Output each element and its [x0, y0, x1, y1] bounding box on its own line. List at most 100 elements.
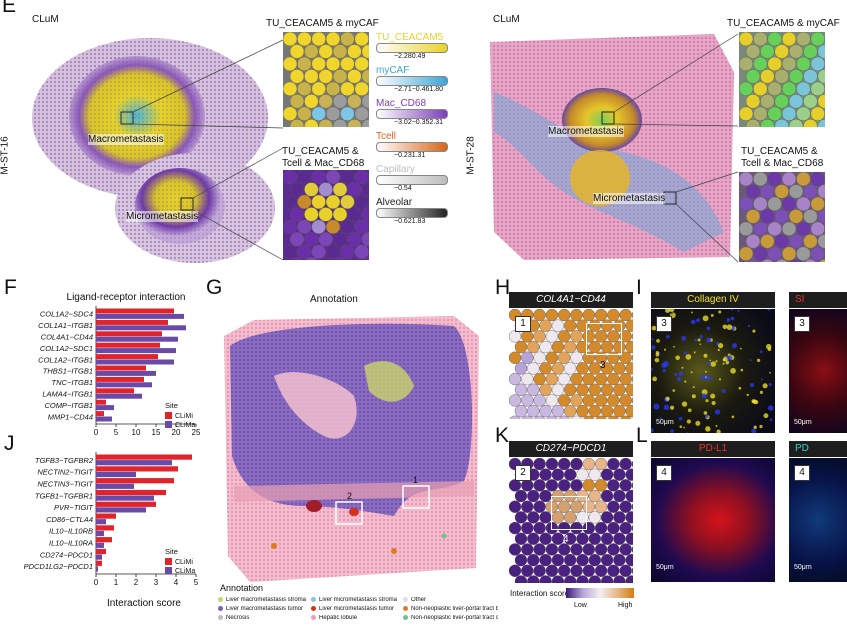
- chart-bar: [96, 370, 156, 376]
- g-legend-item: Other: [403, 597, 498, 603]
- colorbar-label: TU_CEACAM5: [376, 32, 444, 43]
- chart-category-label: TGFB3−TGFBR2: [35, 456, 94, 465]
- chart-bar: [96, 388, 134, 394]
- chart-x-tick-label: 25: [192, 428, 201, 437]
- chart-category-label: COL4A1−CD44: [41, 333, 93, 342]
- chart-category-label: COL1A2−SDC1: [40, 344, 93, 353]
- chart-bar: [96, 537, 112, 543]
- chart-bar: [96, 342, 160, 348]
- panel-letter-j: J: [4, 432, 15, 455]
- k-box-label: 4: [563, 534, 569, 545]
- panel-letter-h: H: [495, 276, 511, 299]
- g-legend-label: Necrosis: [226, 615, 250, 622]
- score-legend-gradient: [566, 588, 634, 598]
- chart-bar: [96, 399, 106, 405]
- chart-bar: [96, 460, 172, 466]
- e-right-macro-label: Macrometastasis: [548, 126, 624, 137]
- chart-category-label: COL1A2−ITGB1: [38, 355, 93, 364]
- g-legend-swatch: [403, 597, 408, 602]
- chart-bar: [96, 513, 116, 519]
- colorbar-gradient: [376, 142, 448, 152]
- e-left-tissue-image: [32, 38, 284, 263]
- k-inset-num: 2: [515, 465, 531, 481]
- g-legend-item: Non-neoplastic liver-portal tract bile d…: [403, 606, 498, 612]
- chart-x-tick-label: 10: [132, 428, 141, 437]
- panel-letter-k: K: [495, 424, 510, 447]
- i-img2-num: 3: [794, 316, 810, 332]
- f-chart-title: Ligand-receptor interaction: [66, 292, 186, 303]
- panel-letter-i: I: [636, 276, 642, 299]
- panel-letter-e: E: [2, 0, 17, 17]
- e-left-inset-bottom-image: [283, 170, 369, 260]
- k-zoom-box: [551, 496, 587, 530]
- g-legend-swatch: [311, 615, 316, 620]
- g-legend-label: Non-neoplastic liver-portal tract stroma: [411, 615, 498, 622]
- g-legend-title: Annotation: [220, 583, 264, 593]
- chart-x-tick-label: 0: [94, 428, 99, 437]
- e-left-micro-label: Micrometastasis: [126, 211, 199, 222]
- g-legend-swatch: [218, 615, 223, 620]
- e-colorbar-legend: TU_CEACAM5 −2.280.49 myCAF −2.71−0.461.80 Ma…: [376, 32, 456, 225]
- h-inset-num: 1: [515, 316, 531, 332]
- chart-bar: [96, 405, 114, 411]
- chart-legend-swatch: [165, 558, 172, 565]
- e-right-inset-bottom-title-1: TU_CEACAM5 &: [741, 146, 818, 157]
- e-left-inset-bottom-title-2: Tcell & Mac_CD68: [282, 158, 365, 169]
- chart-bar: [96, 336, 178, 342]
- colorbar-gradient: [376, 43, 448, 53]
- l-img1-title: PD-L1: [651, 441, 775, 457]
- chart-bar: [96, 376, 144, 382]
- g-legend-item: Liver macrometastasis tumor: [218, 606, 313, 612]
- f-bar-chart: COL1A2−SDC4 COL1A1−ITGB1 COL4A1−CD44 COL1A2…: [38, 306, 201, 437]
- chart-bar: [96, 483, 134, 489]
- chart-bar: [96, 501, 156, 507]
- g-legend-item: Liver micrometastasis tumor: [311, 606, 406, 612]
- chart-category-label: TNC−ITGB1: [52, 378, 93, 387]
- chart-bar: [96, 331, 162, 337]
- e-left-sample-label: M-ST-16: [0, 136, 11, 175]
- g-legend: Liver macrometastasis stroma Liver macrom…: [218, 597, 498, 633]
- e-left-inset-bottom-title-1: TU_CEACAM5 &: [282, 146, 359, 157]
- colorbar-label: myCAF: [376, 65, 410, 76]
- colorbar-label: Tcell: [376, 131, 397, 142]
- chart-legend-title: Site: [165, 401, 178, 410]
- chart-legend-label: CLiMa: [175, 422, 195, 429]
- chart-legend-swatch: [165, 421, 172, 428]
- panel-letter-f: F: [4, 276, 17, 299]
- j-xlabel: Interaction score: [107, 598, 181, 609]
- l-img2-num: 4: [794, 465, 810, 481]
- e-left-macro-label: Macrometastasis: [88, 134, 164, 145]
- chart-bar: [96, 454, 192, 460]
- l-img2-scale: 50μm: [794, 564, 812, 571]
- score-legend-high: High: [618, 602, 633, 609]
- g-legend-item: Liver micrometastasis stroma: [311, 597, 406, 603]
- chart-bar: [96, 478, 174, 484]
- g-legend-label: Liver micrometastasis stroma: [319, 597, 398, 604]
- chart-bar: [96, 566, 98, 572]
- e-left-inset-top-image: [283, 32, 369, 127]
- e-right-micro-label: Micrometastasis: [593, 193, 666, 204]
- g-legend-swatch: [311, 606, 316, 611]
- chart-bar: [96, 416, 112, 422]
- chart-category-label: THBS1−ITGB1: [43, 367, 93, 376]
- e-right-inset-bottom-title-2: Tcell & Mac_CD68: [741, 158, 824, 169]
- panel-letter-l: L: [636, 424, 648, 447]
- chart-bar: [96, 319, 168, 325]
- chart-category-label: COMP−ITGB1: [44, 401, 93, 410]
- score-legend-title: Interaction score: [510, 589, 570, 598]
- chart-x-tick-label: 5: [114, 428, 119, 437]
- chart-bar: [96, 393, 142, 399]
- chart-category-label: PDCD1LG2−PDCD1: [24, 562, 93, 571]
- g-box-label-2: 2: [347, 491, 352, 501]
- chart-category-label: NECTIN3−TIGIT: [37, 480, 94, 489]
- e-right-group-label: CLuM: [493, 14, 520, 25]
- chart-category-label: PVR−TIGIT: [54, 503, 94, 512]
- i-img2-scale: 50μm: [794, 419, 812, 426]
- colorbar-range: −3.02−0.352.31: [394, 119, 444, 126]
- i-img1-scale: 50μm: [656, 419, 674, 426]
- chart-bar: [96, 489, 166, 496]
- chart-bar: [96, 507, 146, 513]
- score-legend-low: Low: [574, 602, 587, 609]
- g-legend-label: Liver macrometastasis stroma: [226, 597, 307, 604]
- colorbar-range: −0.621.83: [394, 218, 426, 225]
